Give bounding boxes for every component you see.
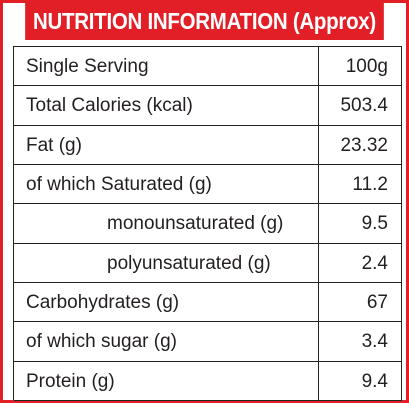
row-value: 503.4 [319, 86, 402, 126]
row-label: polyunsaturated (g) [14, 243, 320, 283]
row-label: Fat (g) [14, 125, 320, 165]
table-row: Protein (g) 9.4 [14, 361, 402, 401]
row-value: 23.32 [319, 125, 402, 165]
table-row: monounsaturated (g) 9.5 [14, 204, 402, 244]
table-row: of which sugar (g) 3.4 [14, 322, 402, 362]
nutrition-table: Single Serving 100g Total Calories (kcal… [13, 46, 402, 401]
row-label: Single Serving [14, 47, 320, 87]
row-value: 9.4 [319, 361, 402, 401]
row-label: monounsaturated (g) [14, 204, 320, 244]
row-value: 67 [319, 282, 402, 323]
table-row: Fat (g) 23.32 [14, 125, 402, 165]
table-row: polyunsaturated (g) 2.4 [14, 243, 402, 283]
row-label: of which Saturated (g) [14, 164, 320, 205]
row-label: Total Calories (kcal) [14, 86, 320, 126]
table-row: Carbohydrates (g) 67 [14, 282, 402, 323]
row-label: Carbohydrates (g) [14, 282, 320, 323]
row-value: 2.4 [319, 243, 402, 283]
table-row: Total Calories (kcal) 503.4 [14, 86, 402, 126]
row-value: 100g [319, 47, 402, 87]
row-label: of which sugar (g) [14, 322, 320, 362]
row-value: 3.4 [319, 322, 402, 362]
table-row: of which Saturated (g) 11.2 [14, 164, 402, 205]
nutrition-title: NUTRITION INFORMATION (Approx) [25, 3, 384, 40]
table-row: Single Serving 100g [14, 47, 402, 87]
row-label: Protein (g) [14, 361, 320, 401]
row-value: 9.5 [319, 204, 402, 244]
row-value: 11.2 [319, 164, 402, 205]
